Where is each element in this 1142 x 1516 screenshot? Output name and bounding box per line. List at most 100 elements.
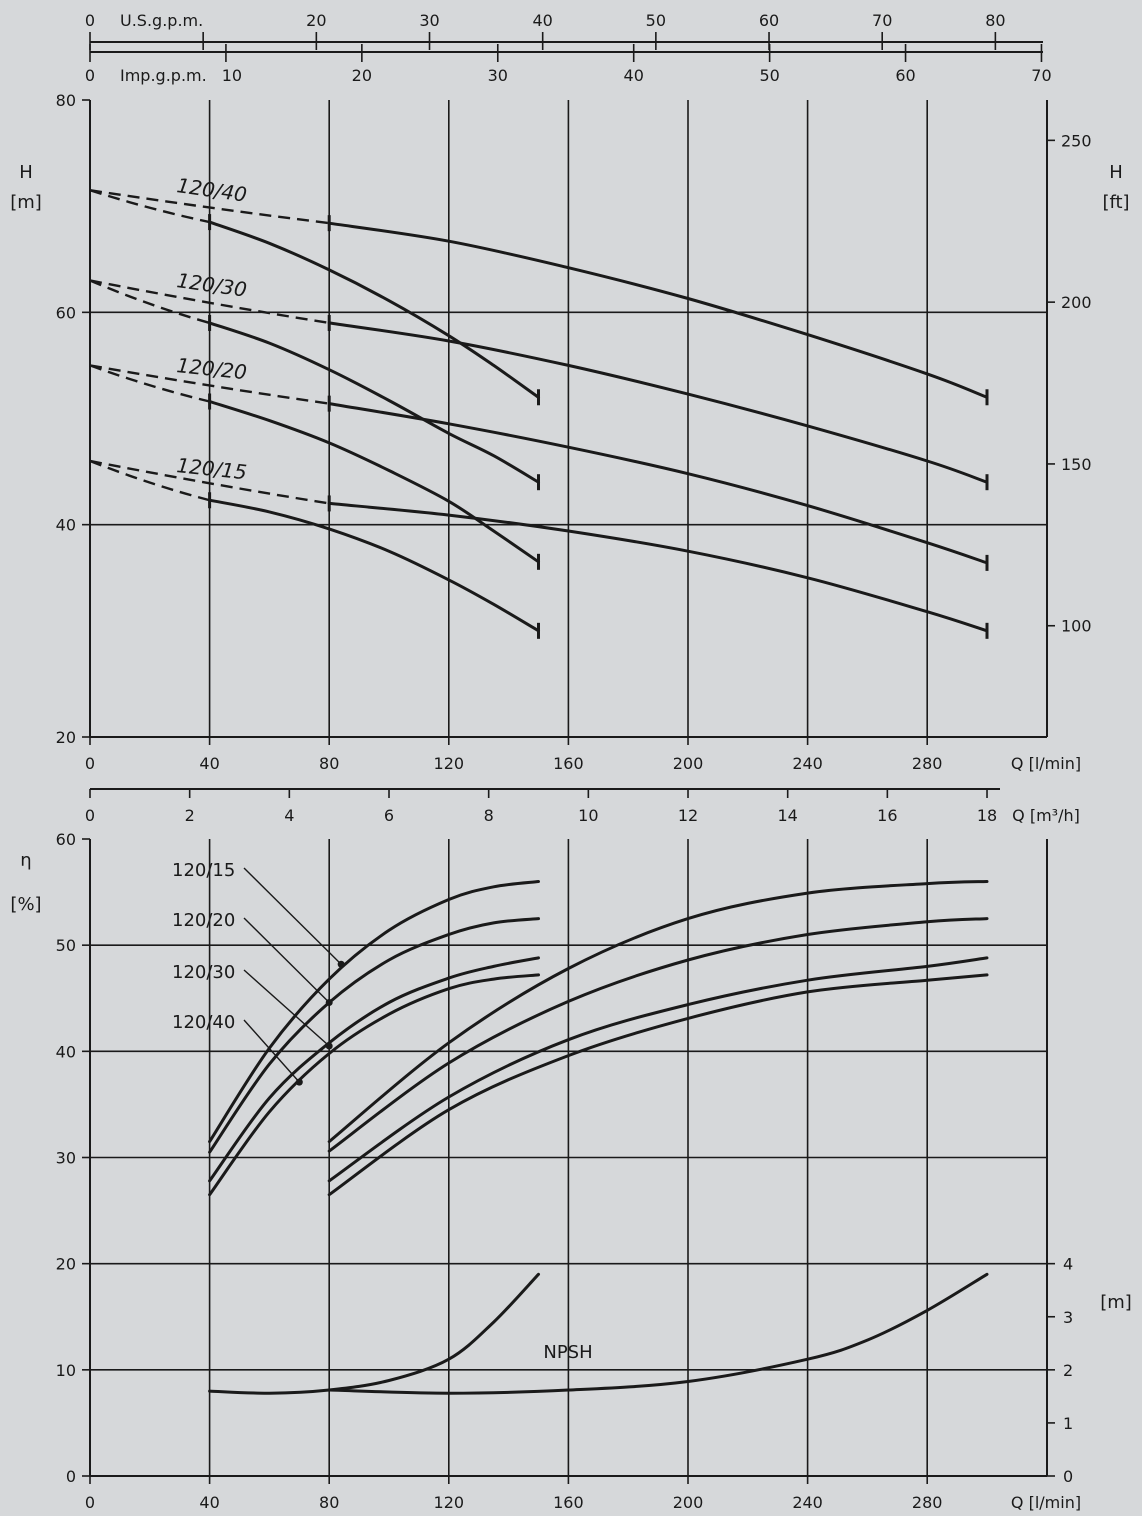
usgpm-tick-label: 50: [646, 11, 666, 30]
npsh-label: NPSH: [543, 1342, 592, 1363]
head-ft-tick-label: 200: [1061, 293, 1092, 312]
npsh-curve-large: [327, 1272, 989, 1395]
head-ft-tick-label: 250: [1061, 131, 1092, 150]
head-chart: 20 40 60 80 0 40 80 120 160 200 240 280 Q [l/min] H [m…: [10, 91, 1129, 773]
eff-ytick-label: 10: [56, 1361, 76, 1380]
impgpm-tick-label: 10: [222, 66, 242, 85]
head-xtick-label: 40: [199, 754, 219, 773]
eff-curve-small-120/40: [208, 973, 540, 1197]
npsh-tick-label: 2: [1063, 1361, 1073, 1380]
usgpm-axis-label: U.S.g.p.m.: [120, 11, 203, 30]
head-xtick-label: 240: [792, 754, 823, 773]
eff-curve-large-120/30: [327, 956, 989, 1183]
head-curve-large-120/20: [327, 402, 989, 565]
m3h-tick-label: 10: [578, 806, 598, 825]
eff-xtick-label: 200: [673, 1493, 704, 1512]
eff-curve-large-120/15: [327, 880, 989, 1144]
head-xtick-label: 80: [319, 754, 339, 773]
eff-callout-point: [325, 1042, 333, 1050]
impgpm-tick-label: 30: [488, 66, 508, 85]
eff-callout-leader: [243, 969, 330, 1047]
m3h-axis-title: Q [m³/h]: [1012, 806, 1080, 825]
npsh-curve-small: [208, 1272, 540, 1395]
usgpm-tick-label: 60: [759, 11, 779, 30]
head-curve-dashed-start-120/15: [89, 459, 210, 502]
eff-ytick-label: 50: [56, 936, 76, 955]
eff-xtick-label: 80: [319, 1493, 339, 1512]
eff-callout-point: [295, 1078, 303, 1086]
eff-curve-small-120/15: [208, 880, 540, 1144]
m3h-tick-label: 16: [877, 806, 897, 825]
head-curve-dashed-120/30: [89, 279, 330, 325]
head-curve-small-120/20: [208, 400, 540, 564]
npsh-tick-label: 3: [1063, 1308, 1073, 1327]
head-xtick-label: 120: [434, 754, 465, 773]
eff-ytick-label: 60: [56, 830, 76, 849]
head-curve-large-120/15: [327, 501, 989, 633]
m3h-tick-label: 18: [977, 806, 997, 825]
head-ytick-label: 40: [56, 516, 76, 535]
m3h-tick-label: 12: [678, 806, 698, 825]
npsh-tick-label: 4: [1063, 1255, 1073, 1274]
head-curve-small-120/15: [208, 498, 540, 633]
head-curve-dashed-120/20: [89, 364, 330, 405]
eff-callout-leader: [243, 867, 342, 965]
head-ylabel-unit: [m]: [10, 192, 42, 213]
eff-ytick-label: 0: [66, 1467, 76, 1486]
eff-ytick-label: 40: [56, 1042, 76, 1061]
m3h-tick-label: 0: [85, 806, 95, 825]
eff-xtick-label: 0: [85, 1493, 95, 1512]
eff-xtick-label: 160: [553, 1493, 584, 1512]
eff-callout-point: [325, 998, 333, 1006]
head-xtick-label: 0: [85, 754, 95, 773]
head-curve-dashed-start-120/20: [89, 364, 210, 403]
eff-xtick-label: 240: [792, 1493, 823, 1512]
head-ytick-label: 80: [56, 91, 76, 110]
head-curve-large-120/30: [327, 321, 989, 484]
top-flow-axes: U.S.g.p.m. 0 20 30 40 50 60 70 80 Imp.g.p.m. 0 10 20…: [85, 11, 1052, 85]
eff-xtick-label: 40: [199, 1493, 219, 1512]
eff-callout-label-120/15: 120/15: [172, 860, 235, 881]
eff-callout-leader: [243, 1019, 300, 1083]
head-curve-dashed-start-120/30: [89, 279, 210, 325]
head-curve-small-120/40: [208, 220, 540, 399]
npsh-tick-label: 1: [1063, 1414, 1073, 1433]
head-curve-dashed-120/15: [89, 459, 330, 505]
m3h-tick-label: 8: [484, 806, 494, 825]
usgpm-tick-label: 30: [419, 11, 439, 30]
m3h-tick-label: 14: [778, 806, 798, 825]
head-y2label-unit: [ft]: [1102, 192, 1129, 213]
impgpm-tick-label: 20: [352, 66, 372, 85]
npsh-axis-unit: [m]: [1100, 1292, 1132, 1313]
head-xtick-label: 200: [673, 754, 704, 773]
head-ft-tick-label: 100: [1061, 617, 1092, 636]
usgpm-tick-label: 0: [85, 11, 95, 30]
head-xtick-label: 160: [553, 754, 584, 773]
usgpm-tick-label: 40: [533, 11, 553, 30]
head-curve-label-120/20: 120/20: [175, 353, 247, 384]
eff-curve-small-120/30: [208, 956, 540, 1183]
usgpm-tick-label: 70: [872, 11, 892, 30]
head-ylabel-symbol: H: [19, 162, 33, 183]
impgpm-tick-label: 40: [624, 66, 644, 85]
head-xlabel: Q [l/min]: [1011, 754, 1081, 773]
m3h-tick-label: 2: [185, 806, 195, 825]
head-curve-dashed-start-120/40: [89, 189, 210, 224]
eff-xtick-label: 120: [434, 1493, 465, 1512]
head-curve-label-120/30: 120/30: [175, 268, 248, 302]
eff-callout-point: [337, 960, 345, 968]
eff-ylabel-symbol: η: [20, 850, 31, 871]
m3h-tick-label: 6: [384, 806, 394, 825]
eff-callout-leader: [243, 917, 330, 1003]
head-curve-label-120/40: 120/40: [175, 173, 248, 207]
eff-callout-label-120/20: 120/20: [172, 910, 235, 931]
head-ytick-label: 20: [56, 728, 76, 747]
head-ytick-label: 60: [56, 303, 76, 322]
npsh-tick-label: 0: [1063, 1467, 1073, 1486]
impgpm-tick-label: 50: [759, 66, 779, 85]
eff-ytick-label: 30: [56, 1149, 76, 1168]
head-ft-tick-label: 150: [1061, 455, 1092, 474]
impgpm-tick-label: 70: [1031, 66, 1051, 85]
